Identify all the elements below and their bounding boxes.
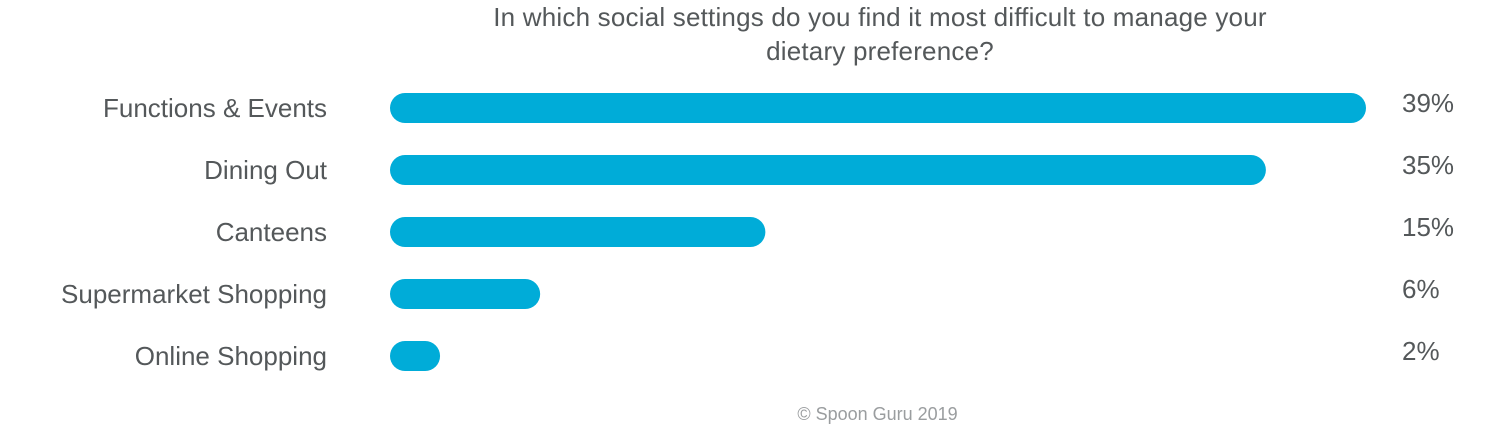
bar bbox=[390, 279, 541, 309]
bar bbox=[390, 155, 1266, 185]
value-label: 39% bbox=[1402, 88, 1454, 118]
category-label: Canteens bbox=[216, 217, 327, 247]
chart-title-line-2: dietary preference? bbox=[766, 36, 994, 66]
bar bbox=[390, 93, 1366, 123]
bar bbox=[390, 217, 766, 247]
value-label: 6% bbox=[1402, 274, 1440, 304]
category-label: Functions & Events bbox=[103, 93, 327, 123]
category-label: Dining Out bbox=[204, 155, 328, 185]
category-label: Supermarket Shopping bbox=[61, 279, 327, 309]
chart-title: In which social settings do you find it … bbox=[330, 0, 1430, 68]
copyright-credit: © Spoon Guru 2019 bbox=[797, 404, 958, 424]
value-label: 2% bbox=[1402, 336, 1440, 366]
value-label: 35% bbox=[1402, 150, 1454, 180]
value-label: 15% bbox=[1402, 212, 1454, 242]
category-label: Online Shopping bbox=[135, 341, 327, 371]
bar bbox=[390, 341, 441, 371]
chart-title-line-1: In which social settings do you find it … bbox=[493, 2, 1267, 32]
